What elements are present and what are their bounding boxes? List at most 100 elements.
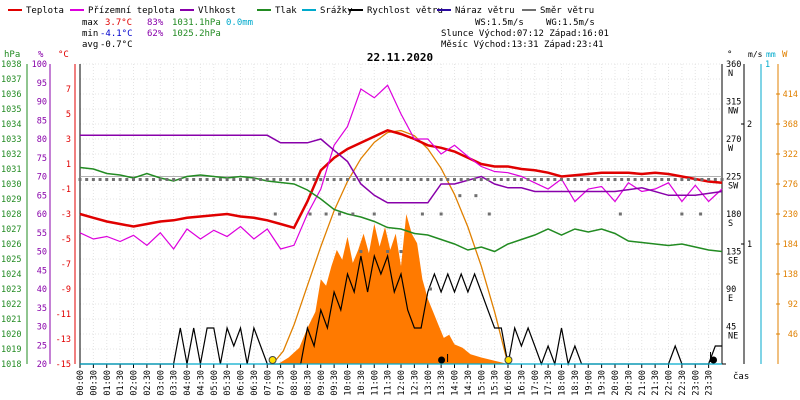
wind-direction-point — [474, 194, 478, 198]
wind-direction-point — [399, 250, 403, 253]
wind-direction-point — [218, 178, 222, 181]
legend-label-7: Směr větru — [540, 6, 594, 16]
tick-hpa: 1030 — [1, 180, 21, 190]
wind-direction-point — [152, 178, 156, 181]
tick-x: 03:00 — [156, 370, 166, 396]
wind-direction-point — [379, 178, 383, 181]
wind-direction-point — [626, 178, 630, 181]
tick-x: 19:00 — [584, 370, 594, 396]
tick-hpa: 1022 — [1, 300, 21, 310]
tick-x: 18:00 — [558, 370, 568, 396]
tick-hpa: 1020 — [1, 330, 21, 340]
wind-direction-point — [453, 178, 456, 181]
tick-hpa: 1037 — [1, 75, 21, 85]
wind-direction-point — [346, 178, 349, 181]
wind-direction-point — [499, 178, 503, 181]
tick-pct: 80 — [37, 135, 47, 145]
tick-x: 06:00 — [237, 370, 247, 396]
tick-dir: 45 — [726, 323, 736, 333]
wind-direction-point — [319, 178, 323, 181]
tick-x: 00:30 — [89, 370, 99, 396]
wind-direction-point — [225, 178, 229, 181]
wind-direction-point — [85, 178, 89, 181]
stats-max-temp: 3.7°C — [105, 18, 132, 28]
tick-pct: 95 — [37, 79, 47, 89]
tick-pct: 100 — [32, 60, 47, 70]
moonrise-marker — [438, 356, 446, 364]
tick-x: 13:30 — [437, 370, 447, 396]
tick-temp: -15 — [56, 360, 71, 370]
tick-dir-name: NW — [728, 107, 739, 117]
tick-x: 11:30 — [384, 370, 394, 396]
tick-ms: 1 — [747, 240, 752, 250]
tick-wm: 92 — [788, 300, 798, 310]
wind-direction-point — [533, 178, 537, 181]
tick-x: 17:30 — [544, 370, 554, 396]
wind-direction-point — [78, 178, 82, 181]
tick-hpa: 1033 — [1, 135, 21, 145]
axis-title-x: čas — [733, 371, 749, 382]
stats-min-temp: -4.1°C — [100, 29, 133, 39]
wind-direction-point — [458, 194, 462, 198]
tick-temp: -13 — [56, 335, 71, 345]
wind-direction-point — [459, 178, 463, 181]
tick-x: 08:30 — [303, 370, 313, 396]
wind-direction-point — [158, 178, 162, 181]
tick-temp: 1 — [66, 160, 71, 170]
tick-x: 13:00 — [424, 370, 434, 396]
tick-hpa: 1025 — [1, 255, 21, 265]
tick-x: 17:00 — [531, 370, 541, 396]
tick-dir-name: N — [728, 69, 733, 79]
tick-hpa: 1018 — [1, 360, 21, 370]
wind-direction-point — [111, 178, 115, 181]
wind-direction-point — [359, 178, 363, 181]
wind-direction-point — [372, 212, 376, 216]
wind-direction-point — [699, 212, 703, 216]
tick-x: 03:30 — [170, 370, 180, 396]
wind-direction-point — [720, 178, 724, 181]
wind-direction-point — [620, 178, 624, 181]
wind-direction-point — [693, 178, 697, 181]
tick-temp: 5 — [66, 110, 71, 120]
wind-direction-point — [473, 178, 477, 181]
axis-title-pct: % — [38, 50, 44, 60]
stats-max-rain: 0.0mm — [226, 18, 253, 28]
wind-direction-point — [337, 212, 341, 216]
tick-x: 09:00 — [317, 370, 327, 396]
tick-dir: 315 — [726, 98, 741, 108]
wind-direction-point — [606, 178, 610, 181]
wind-direction-point — [586, 178, 590, 181]
wind-direction-point — [299, 178, 303, 181]
tick-wm: 184 — [783, 240, 798, 250]
wind-direction-point — [245, 178, 249, 181]
sunrise-marker — [268, 356, 277, 364]
tick-dir: 90 — [726, 285, 736, 295]
wind-direction-point — [285, 178, 289, 181]
stats-max-label: max — [82, 18, 99, 28]
tick-pct: 75 — [37, 154, 47, 164]
axis-title-ms: m/s — [748, 50, 763, 59]
wind-direction-point — [680, 178, 684, 181]
tick-hpa: 1038 — [1, 60, 21, 70]
stats-block: max 3.7°C 83% 1031.1hPa 0.0mm min -4.1°C… — [82, 18, 253, 50]
wind-direction-point — [680, 212, 684, 216]
wind-direction-point — [91, 178, 95, 181]
tick-pct: 45 — [37, 266, 47, 276]
wind-direction-point — [419, 178, 423, 181]
axis-title-hpa: hPa — [4, 50, 20, 60]
tick-dir: 135 — [726, 248, 741, 258]
tick-temp: -5 — [61, 235, 71, 245]
stats-max-press: 1031.1hPa — [172, 18, 221, 28]
tick-temp: 7 — [66, 85, 71, 95]
wind-direction-point — [618, 212, 622, 216]
series-teplota — [79, 128, 723, 230]
wind-direction-point — [205, 178, 209, 181]
tick-pct: 20 — [37, 360, 47, 370]
tick-x: 16:00 — [504, 370, 514, 396]
tick-x: 02:00 — [130, 370, 140, 396]
tick-wm: 230 — [783, 210, 798, 220]
wind-direction-point — [439, 212, 443, 216]
legend-label-2: Vlhkost — [198, 6, 236, 16]
tick-dir: 180 — [726, 210, 741, 220]
